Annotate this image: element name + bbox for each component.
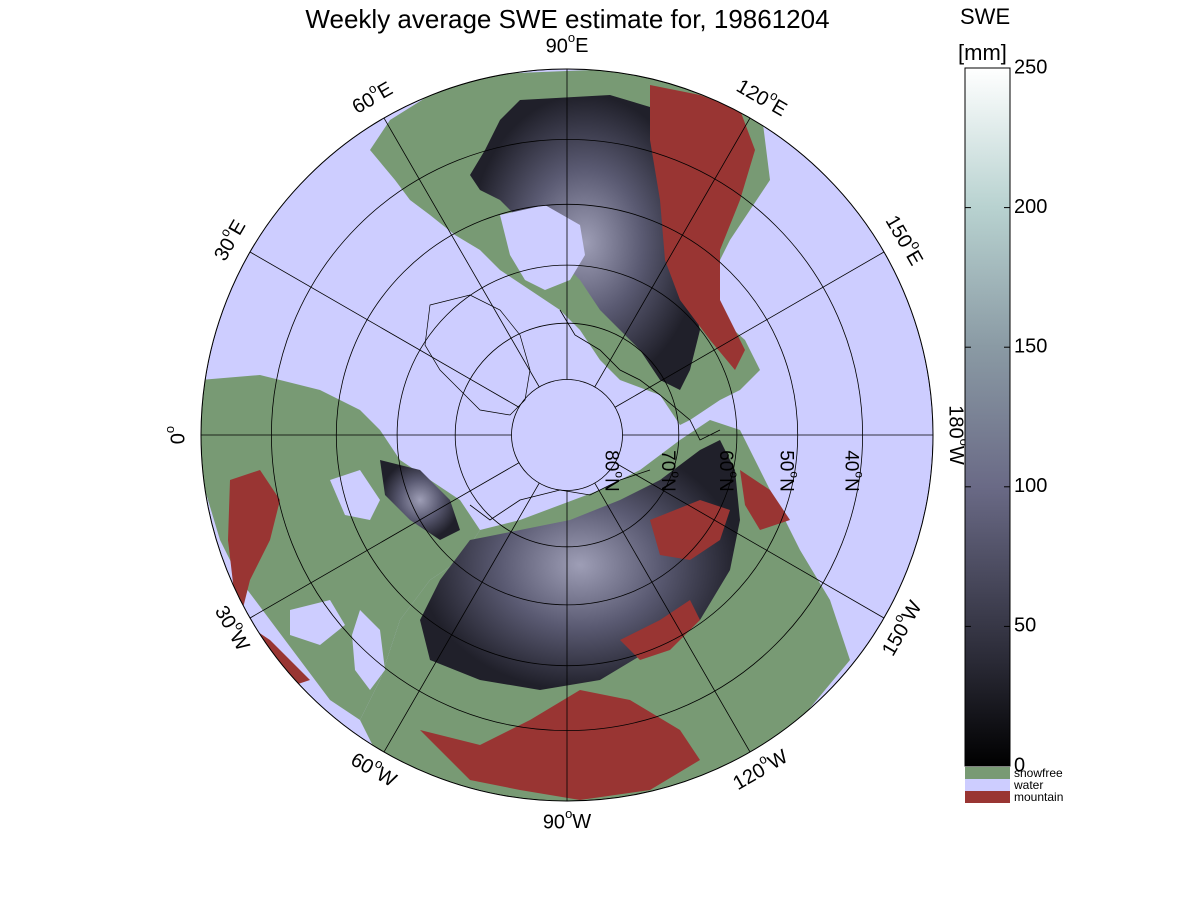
colorbar-label-unit: [mm] (958, 40, 1007, 65)
meridian-line (383, 482, 540, 753)
colorbar-label-swe: SWE (960, 4, 1011, 29)
map-border (200, 68, 934, 802)
colorbar-tick-label: 50 (1014, 615, 1036, 637)
meridian-line (614, 462, 885, 619)
north-america-bay (500, 205, 585, 290)
latitude-label: 50oN (776, 450, 802, 492)
latitude-label: 70oN (657, 450, 683, 492)
meridian-line (594, 117, 751, 388)
colorbar-tick-label: 200 (1014, 196, 1047, 218)
mountain-alaska (740, 470, 790, 530)
category-swatch-mountain (965, 791, 1010, 803)
meridian-line (594, 482, 751, 753)
colorbar-tick-label: 150 (1014, 335, 1047, 357)
category-label-snowfree: snowfree (1014, 766, 1063, 780)
map-body (201, 69, 933, 801)
colorbar-tick-label: 0 (1014, 754, 1025, 776)
longitude-label: 60oE (346, 74, 397, 119)
scandinavia-snow (380, 460, 460, 540)
graticule (201, 69, 933, 801)
category-swatch-water (965, 779, 1010, 791)
caspian-sea (352, 610, 385, 690)
longitude-label: 30oE (206, 214, 251, 265)
category-label-mountain: mountain (1014, 790, 1063, 804)
category-swatch-snowfree (965, 767, 1010, 779)
meridian-line (614, 251, 885, 408)
colorbar-ticks: 0 50 100 150 200 250 (965, 56, 1047, 776)
latitude-label: 60oN (715, 450, 741, 492)
meridian-line (383, 117, 540, 388)
meridian-line (249, 462, 520, 619)
mountain-central-asia (620, 600, 700, 660)
colorbar-tick-label: 100 (1014, 475, 1047, 497)
mountain-rockies (650, 85, 755, 370)
latitude-label: 80oN (600, 450, 626, 492)
north-america-snow (470, 95, 700, 390)
colorbar-gradient (964, 67, 1011, 767)
category-label-water: water (1013, 778, 1043, 792)
latitude-labels: 80oN 70oN 60oN 50oN 40oN (600, 450, 866, 492)
meridian-line (249, 251, 520, 408)
latitude-label: 40oN (841, 450, 867, 492)
longitude-label: 90oW (543, 806, 591, 833)
map-title: Weekly average SWE estimate for, 1986120… (305, 4, 830, 34)
baltic-sea (330, 470, 380, 520)
mountain-siberia (650, 500, 730, 560)
colorbar-tick-label: 250 (1014, 56, 1047, 78)
longitude-label: 0o (162, 426, 189, 444)
black-sea (290, 600, 345, 645)
mountain-himalaya (420, 690, 700, 800)
europe-land (201, 375, 480, 720)
longitude-label: 90oE (546, 30, 589, 57)
